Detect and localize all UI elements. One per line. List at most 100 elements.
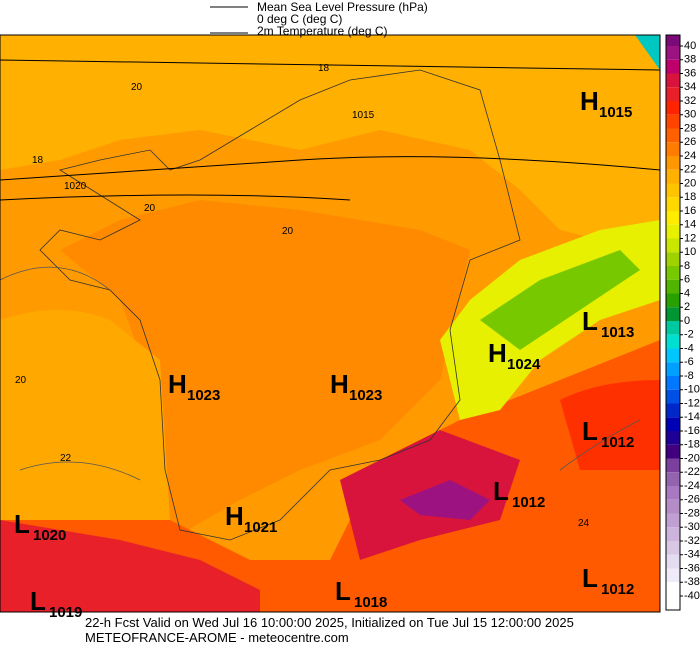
colorbar-tick-label: 2 <box>684 301 690 313</box>
legend-entry: Mean Sea Level Pressure (hPa) <box>257 0 428 14</box>
colorbar-tick-label: -12 <box>684 397 700 409</box>
colorbar-band <box>666 513 680 528</box>
colorbar-tick-label: -30 <box>684 521 700 533</box>
legend-entry: 2m Temperature (deg C) <box>257 24 388 38</box>
colorbar-tick-label: -40 <box>684 590 700 602</box>
colorbar-tick-label: 6 <box>684 274 690 286</box>
colorbar-band <box>666 444 680 459</box>
colorbar-band <box>666 582 680 596</box>
iberia-region <box>0 520 260 612</box>
colorbar-tick-label: -10 <box>684 384 700 396</box>
colorbar-tick-label: 8 <box>684 260 690 272</box>
pressure-center-type: H <box>225 501 244 531</box>
pressure-center-type: L <box>582 563 598 593</box>
colorbar-frame <box>665 34 681 611</box>
colorbar-band <box>666 486 680 500</box>
colorbar-tick-label: 4 <box>684 287 690 299</box>
colorbar-band <box>666 128 680 143</box>
colorbar-tick-label: 16 <box>684 205 696 217</box>
pressure-center-value: 1015 <box>599 104 632 121</box>
contour-label: 1020 <box>64 181 87 192</box>
colorbar-band <box>666 348 680 363</box>
contour-label: 20 <box>131 82 143 93</box>
contour-label: 20 <box>15 375 27 386</box>
colorbar-tick-label: -26 <box>684 494 700 506</box>
colorbar-tick-label: 14 <box>684 219 696 231</box>
colorbar-band <box>666 568 680 583</box>
isobars <box>0 59 661 201</box>
colorbar-band <box>666 334 680 349</box>
contour-label: 24 <box>578 518 590 529</box>
colorbar-band <box>666 554 680 569</box>
pressure-center-type: H <box>168 369 187 399</box>
colorbar-tick-label: 22 <box>684 164 696 176</box>
colorbar-band <box>666 252 680 266</box>
colorbar-band <box>666 224 680 239</box>
colorbar-tick-label: -24 <box>684 480 700 492</box>
colorbar-band <box>666 376 680 390</box>
pressure-center-type: L <box>582 416 598 446</box>
contour-label: 22 <box>60 453 72 464</box>
colorbar-band <box>666 59 680 74</box>
colorbar-band <box>666 35 680 46</box>
pressure-center-value: 1013 <box>601 324 634 341</box>
colorbar-band <box>666 266 680 280</box>
colorbar-band <box>666 114 680 129</box>
colorbar-tick-label: 30 <box>684 109 696 121</box>
colorbar-tick-label: -8 <box>684 370 694 382</box>
colorbar-band <box>666 101 680 115</box>
colorbar-band <box>666 156 680 170</box>
colorbar-tick-label: -2 <box>684 329 694 341</box>
colorbar-band <box>666 183 680 198</box>
contour-label: 20 <box>282 226 294 237</box>
colorbar-tick-label: 40 <box>684 40 696 52</box>
colorbar-tick-label: -20 <box>684 452 700 464</box>
colorbar-tick-label: 26 <box>684 136 696 148</box>
pressure-center-type: L <box>493 476 509 506</box>
colorbar-band <box>666 541 680 555</box>
corner-region <box>635 35 660 70</box>
hot-core <box>400 480 490 520</box>
colorbar-band <box>666 417 680 431</box>
pressure-center-type: L <box>14 509 30 539</box>
colorbar-tick-label: -18 <box>684 439 700 451</box>
contour-label: 1015 <box>352 110 375 121</box>
colorbar-tick-label: -38 <box>684 576 700 588</box>
colorbar-tick-label: 38 <box>684 54 696 66</box>
colorbar: 4038363432302826242220181614121086420-2-… <box>665 34 700 611</box>
pressure-center-value: 1012 <box>601 581 634 598</box>
pressure-center-type: H <box>580 86 599 116</box>
colorbar-band <box>666 142 680 156</box>
pressure-center-type: L <box>335 576 351 606</box>
colorbar-band <box>666 389 680 404</box>
colorbar-band <box>666 499 680 514</box>
pressure-center-value: 1012 <box>512 494 545 511</box>
colorbar-band <box>666 596 680 610</box>
pressure-center-value: 1023 <box>187 387 220 404</box>
colorbar-band <box>666 527 680 541</box>
colorbar-band <box>666 458 680 473</box>
colorbar-band <box>666 307 680 321</box>
colorbar-tick-label: -32 <box>684 535 700 547</box>
isotherms <box>0 266 641 481</box>
colorbar-tick-label: -14 <box>684 411 700 423</box>
colorbar-tick-label: 32 <box>684 95 696 107</box>
footer-line: METEOFRANCE-AROME - meteocentre.com <box>85 630 349 645</box>
pressure-center-type: L <box>582 306 598 336</box>
colorbar-tick-label: 28 <box>684 122 696 134</box>
pressure-center-value: 1021 <box>244 519 277 536</box>
pressure-center-value: 1018 <box>354 594 387 611</box>
map-frame <box>0 34 661 613</box>
pressure-center-value: 1020 <box>33 527 66 544</box>
colorbar-tick-label: 12 <box>684 232 696 244</box>
colorbar-tick-label: -34 <box>684 549 700 561</box>
coastline <box>39 69 521 541</box>
colorbar-band <box>666 403 680 418</box>
colorbar-tick-label: -16 <box>684 425 700 437</box>
alps-high <box>480 250 640 350</box>
atlantic-region <box>0 310 170 520</box>
pressure-center-value: 1012 <box>601 434 634 451</box>
colorbar-band <box>666 362 680 376</box>
